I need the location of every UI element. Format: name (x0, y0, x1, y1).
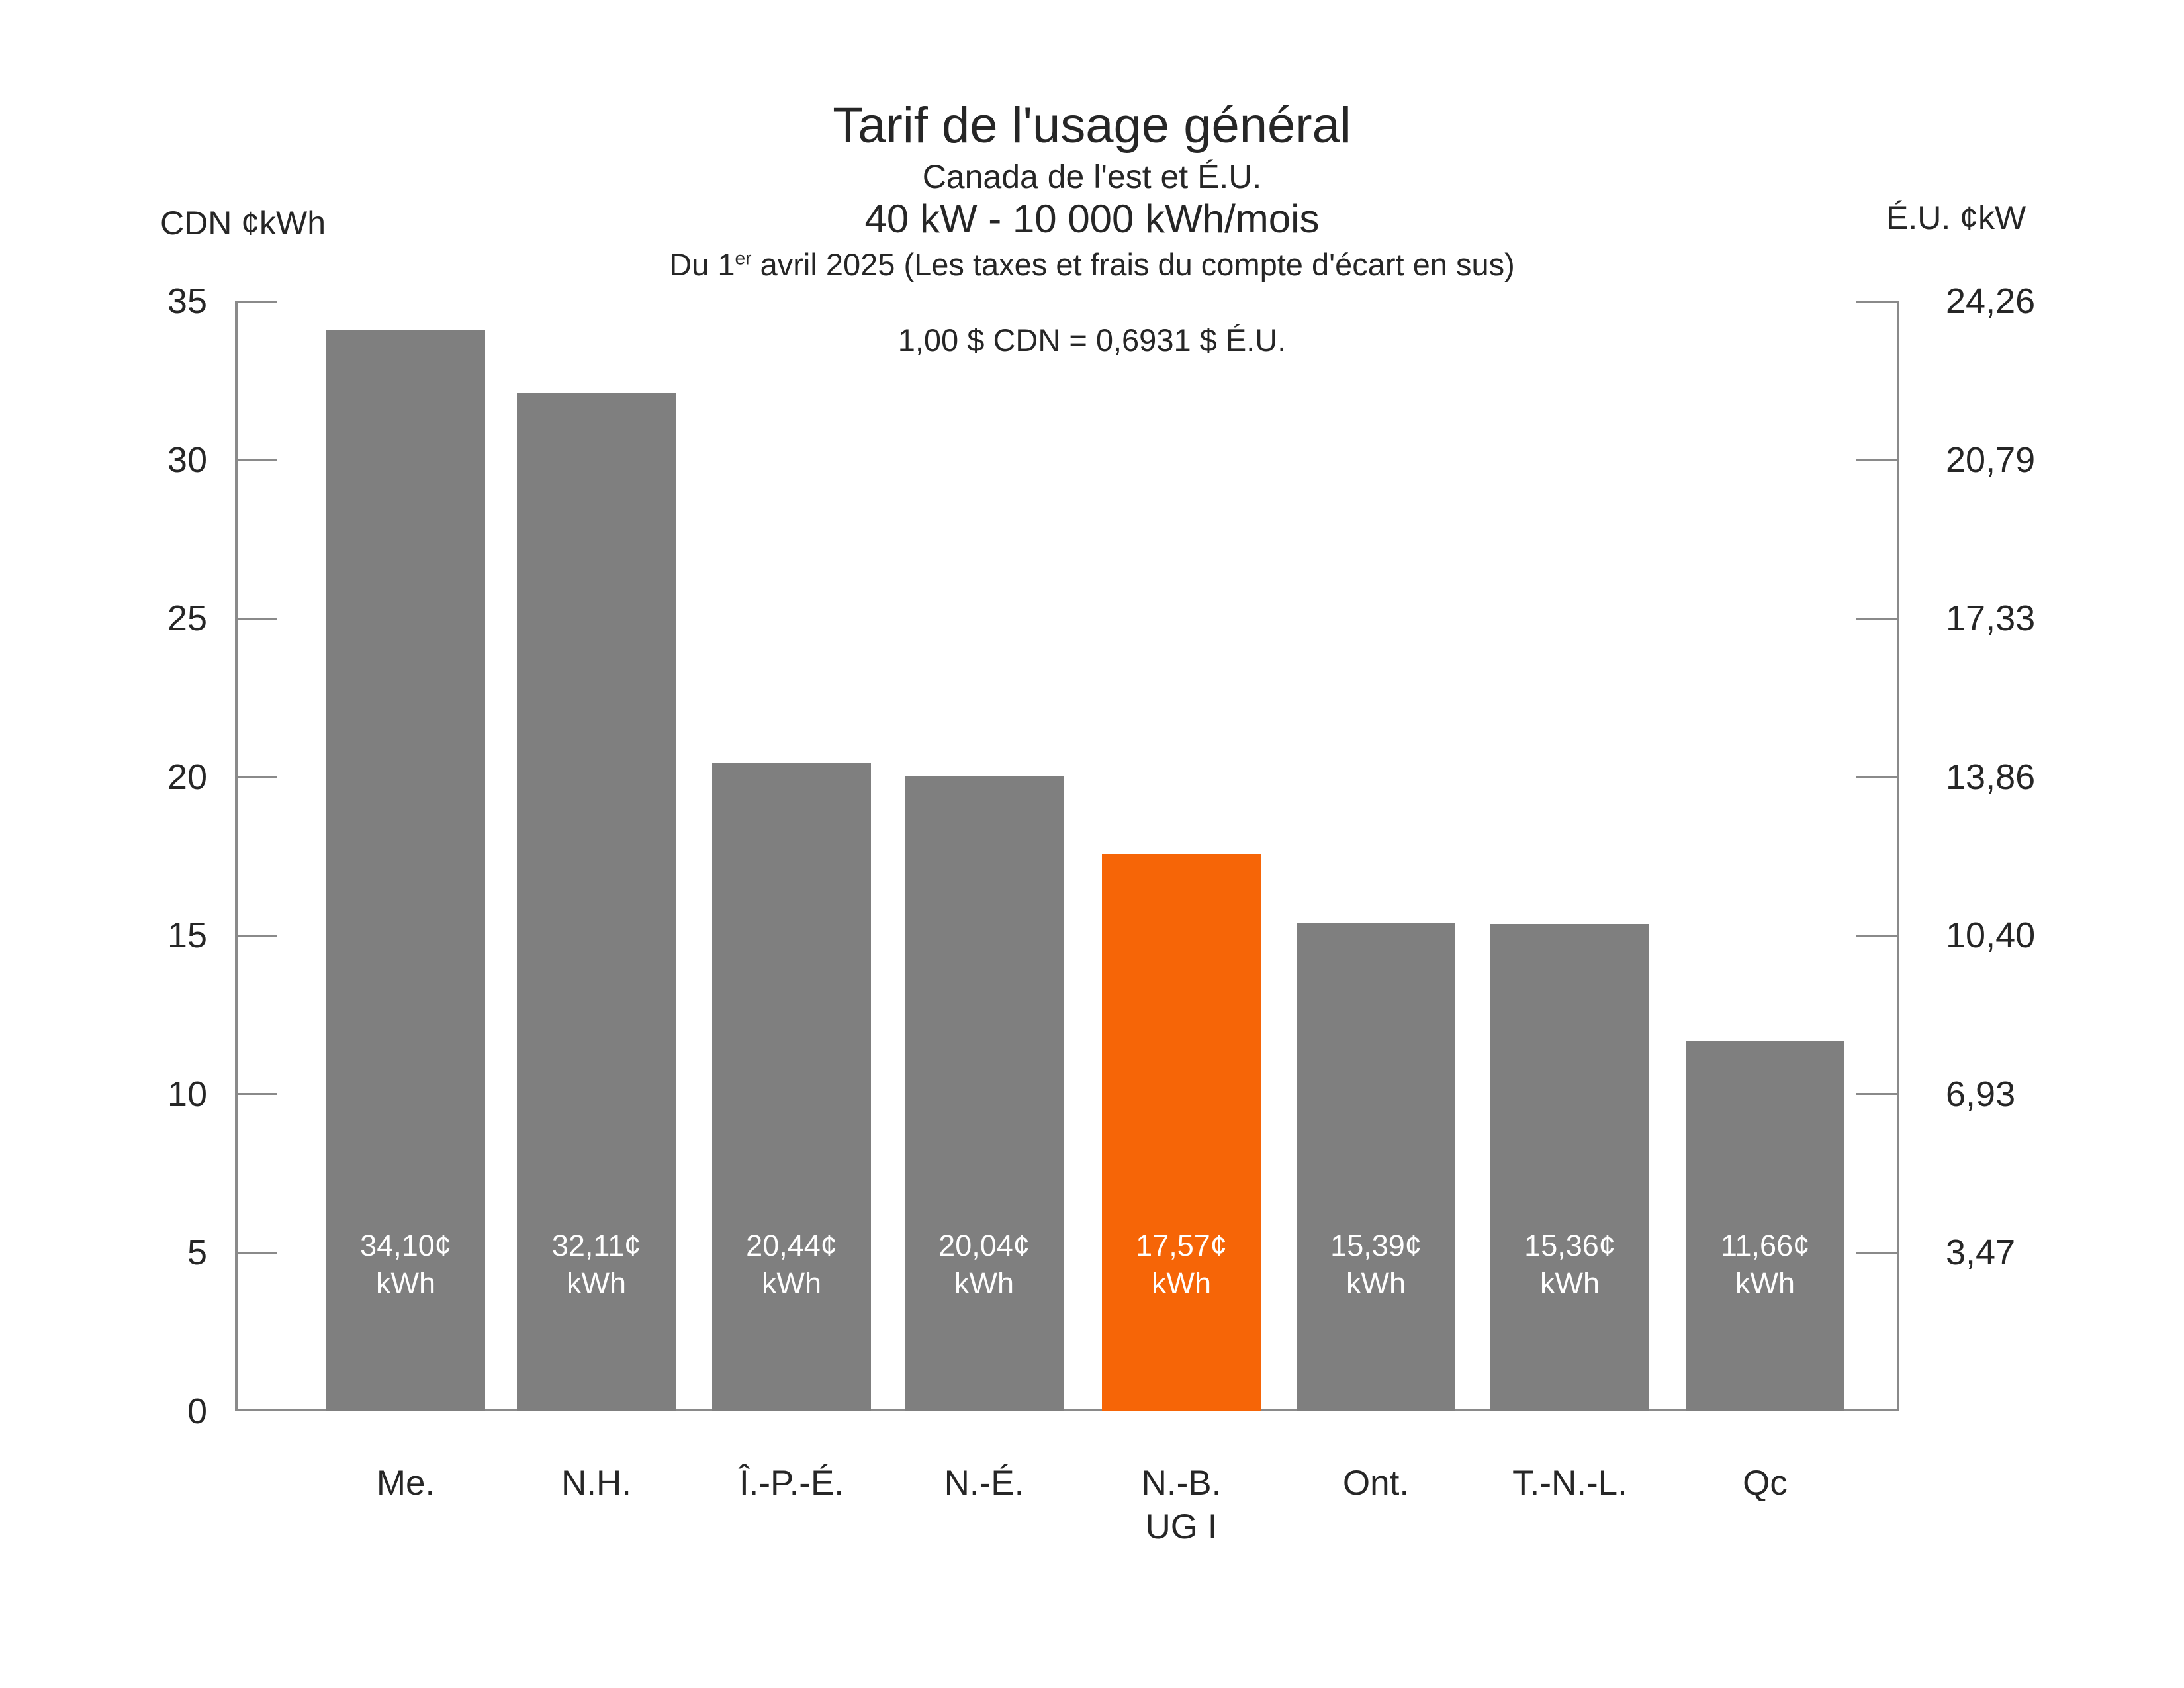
right-axis-tick-label: 10,40 (1946, 915, 2036, 956)
left-axis-unit-label: CDN ¢kWh (160, 205, 326, 242)
x-axis-label: N.H. (561, 1464, 631, 1503)
y-axis-tick (235, 776, 277, 778)
chart-subtitle-date: Du 1er avril 2025 (Les taxes et frais du… (0, 246, 2184, 283)
bar: 32,11¢ kWh (517, 393, 676, 1411)
bar-value-label: 17,57¢ kWh (1136, 1229, 1227, 1300)
bar: 20,04¢ kWh (905, 775, 1064, 1411)
x-axis-label: Ont. (1342, 1464, 1410, 1503)
x-axis-label: Qc (1743, 1464, 1788, 1503)
right-axis-tick-label: 17,33 (1946, 598, 2036, 639)
right-axis-tick (1856, 300, 1899, 303)
right-axis-tick (1856, 776, 1899, 778)
right-axis-unit-label: É.U. ¢kW (1886, 199, 2026, 236)
exchange-rate-note: 1,00 $ CDN = 0,6931 $ É.U. (897, 322, 1287, 357)
right-axis-tick (1856, 459, 1899, 461)
bar: 15,39¢ kWh (1297, 923, 1455, 1411)
y-axis-tick-label: 5 (187, 1233, 207, 1273)
y-axis-tick-label: 35 (167, 281, 207, 321)
right-axis-tick-label: 24,26 (1946, 281, 2036, 321)
y-axis-tick-label: 10 (167, 1074, 207, 1114)
date-superscript: er (735, 247, 752, 269)
bar-value-label: 11,66¢ kWh (1720, 1229, 1810, 1300)
y-axis-tick-label: 25 (167, 598, 207, 639)
y-axis-tick (235, 617, 277, 620)
y-axis-tick-label: 15 (167, 915, 207, 956)
y-axis-tick (235, 934, 277, 937)
bar-value-label: 20,44¢ kWh (746, 1229, 837, 1300)
y-axis-tick (235, 1093, 277, 1096)
bar: 34,10¢ kWh (326, 330, 485, 1411)
x-axis-line (235, 1409, 1899, 1411)
right-axis-line (1897, 301, 1899, 1411)
bar: 15,36¢ kWh (1490, 924, 1649, 1411)
bar-highlighted: 17,57¢ kWh (1102, 854, 1261, 1411)
date-prefix: Du 1 (669, 247, 735, 282)
right-axis-tick-label: 6,93 (1946, 1074, 2016, 1114)
chart-title: Tarif de l'usage général (833, 97, 1351, 154)
chart-subtitle-region: Canada de l'est et É.U. (922, 158, 1262, 195)
bar-value-label: 15,36¢ kWh (1524, 1229, 1615, 1300)
right-axis-tick (1856, 617, 1899, 620)
right-axis-tick (1856, 1093, 1899, 1096)
x-axis-label: T.-N.-L. (1512, 1464, 1627, 1503)
right-axis-tick-label: 3,47 (1946, 1233, 2016, 1273)
chart-subtitle-spec: 40 kW - 10 000 kWh/mois (864, 197, 1320, 241)
bar-value-label: 20,04¢ kWh (938, 1229, 1030, 1300)
x-axis-label: Î.-P.-É. (739, 1464, 844, 1503)
right-axis-tick (1856, 1251, 1899, 1254)
x-axis-label: Me. (376, 1464, 435, 1503)
right-axis-tick-label: 20,79 (1946, 440, 2036, 480)
bar-value-label: 32,11¢ kWh (551, 1229, 641, 1300)
bar-value-label: 34,10¢ kWh (360, 1229, 451, 1300)
y-axis-tick-label: 30 (167, 440, 207, 480)
right-axis-tick-label: 13,86 (1946, 757, 2036, 797)
date-suffix: avril 2025 (Les taxes et frais du compte… (751, 247, 1515, 282)
x-axis-label: N.-B. UG I (1141, 1464, 1222, 1546)
y-axis-tick (235, 300, 277, 303)
plot-area: 34,10¢ kWh 32,11¢ kWh 20,44¢ kWh 20,04¢ kWh… (235, 300, 1899, 1411)
y-axis-tick-label: 0 (187, 1391, 207, 1431)
y-axis-tick (235, 459, 277, 461)
right-axis-tick (1856, 934, 1899, 937)
bar: 20,44¢ kWh (712, 763, 871, 1411)
y-axis-tick (235, 1251, 277, 1254)
bar-value-label: 15,39¢ kWh (1330, 1229, 1422, 1300)
left-axis-line (235, 301, 238, 1411)
x-axis-label: N.-É. (944, 1464, 1024, 1503)
y-axis-tick-label: 20 (167, 757, 207, 797)
bar: 11,66¢ kWh (1686, 1041, 1844, 1411)
